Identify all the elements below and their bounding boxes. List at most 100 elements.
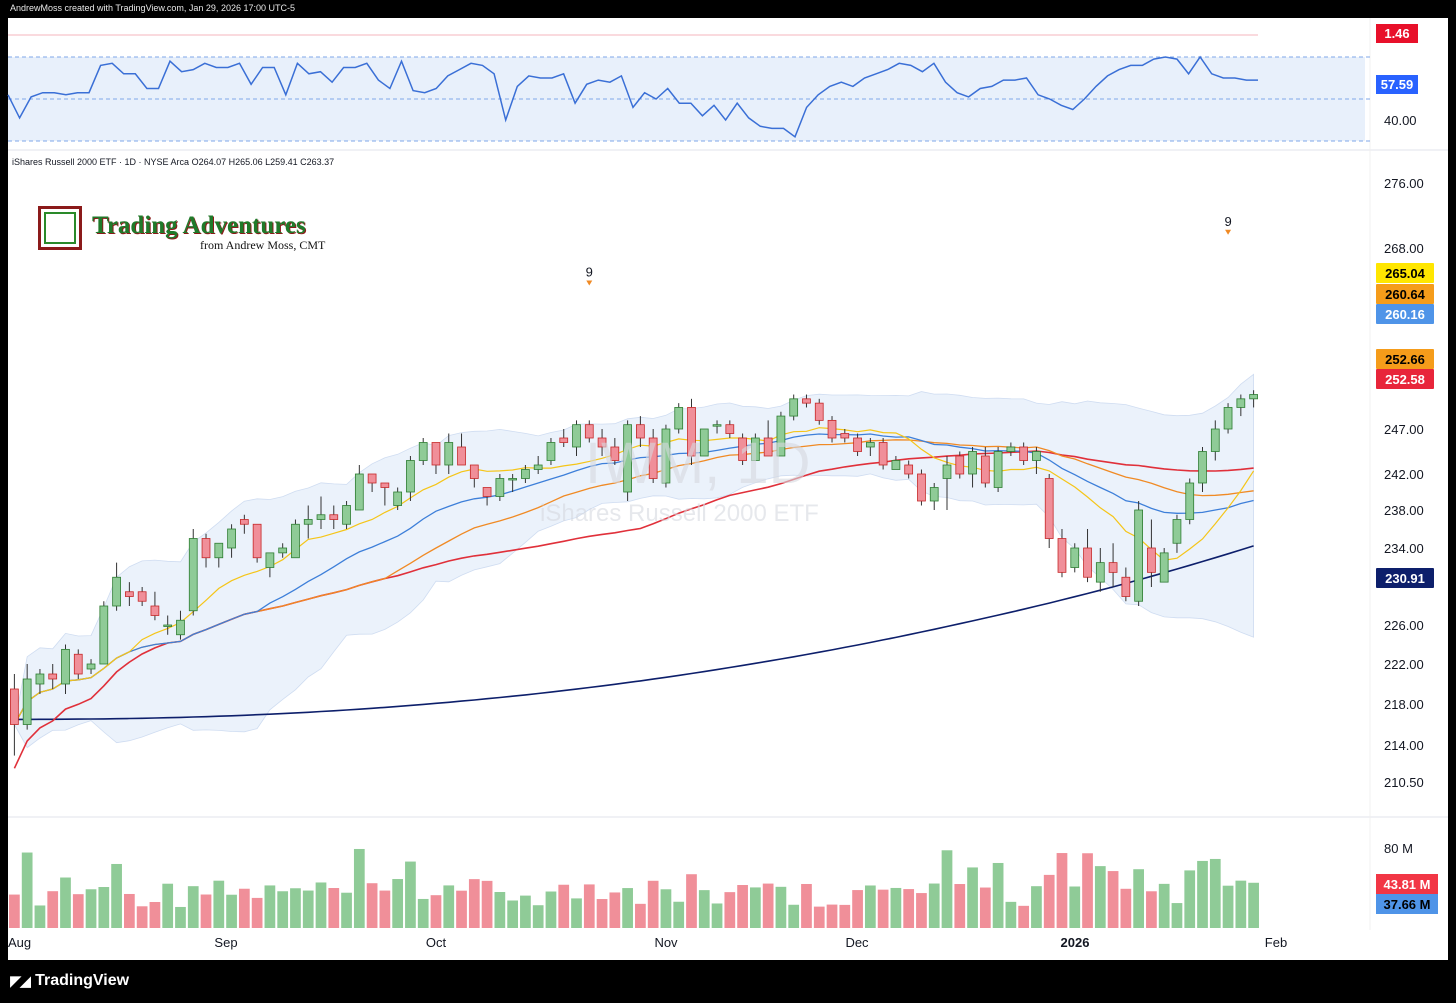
- rsi-value-tag: [1376, 24, 1418, 43]
- volume-bar: [264, 885, 276, 928]
- volume-bar: [34, 905, 46, 928]
- candle-body: [1159, 552, 1169, 583]
- volume-bar: [1005, 901, 1017, 928]
- candle-body: [584, 424, 594, 439]
- candle-body: [61, 648, 70, 685]
- candle-body: [929, 487, 939, 502]
- volume-bar: [136, 906, 148, 928]
- candle-body: [1198, 451, 1207, 484]
- volume-bar: [1158, 883, 1170, 928]
- candle-body: [431, 442, 441, 466]
- volume-bar: [162, 883, 174, 928]
- candle-body: [623, 424, 632, 493]
- chart-canvas[interactable]: 40.00 1.46 57.59 9 9 276.00 268.00 247.00 242.00…: [0, 0, 1456, 960]
- price-tick-label: 268.00: [1384, 241, 1424, 256]
- candle-body: [610, 446, 620, 461]
- volume-value-tag-label: 37.66 M: [1384, 897, 1431, 912]
- time-tick-label: Sep: [214, 935, 237, 950]
- volume-bar: [392, 879, 404, 928]
- volume-bar: [98, 887, 110, 928]
- candle-body: [1147, 547, 1156, 573]
- volume-bar: [226, 894, 237, 928]
- sequential-count-label: 9: [1224, 214, 1231, 229]
- candle-body: [533, 464, 543, 470]
- tradingview-label: TradingView: [35, 972, 130, 989]
- candle-body: [1083, 547, 1092, 578]
- volume-bar: [417, 898, 429, 928]
- volume-bar: [1146, 891, 1157, 928]
- brand-candle-icon: [38, 206, 82, 250]
- candle-body: [214, 542, 224, 559]
- candle-body: [1108, 562, 1118, 573]
- candle-body: [316, 514, 326, 520]
- price-tick-label: 276.00: [1384, 176, 1424, 191]
- volume-bar: [1248, 882, 1259, 928]
- candle-body: [367, 473, 377, 484]
- brand-title: Trading Adventures: [92, 212, 306, 239]
- candle-body: [86, 663, 96, 670]
- volume-bar: [724, 892, 736, 928]
- volume-bar: [1120, 888, 1132, 928]
- candle-body: [482, 487, 492, 497]
- volume-bar: [1209, 858, 1221, 928]
- ma200-line: [14, 545, 1254, 721]
- volume-bar: [315, 882, 327, 928]
- candle-body: [278, 547, 288, 554]
- candle-body: [1134, 509, 1143, 602]
- price-value-tag: [1376, 263, 1434, 283]
- ma20-line: [13, 433, 1254, 725]
- volume-bar: [558, 884, 570, 928]
- price-tick-label: 210.50: [1384, 775, 1424, 790]
- candle-body: [853, 437, 862, 452]
- candle-body: [495, 478, 505, 497]
- price-value-tag-label: 265.04: [1385, 266, 1426, 281]
- volume-bar: [1133, 869, 1144, 928]
- candle-body: [508, 478, 517, 481]
- candle-body: [521, 469, 530, 479]
- volume-bar: [149, 902, 161, 928]
- tradingview-icon: ◤◢: [10, 973, 31, 990]
- candle-body: [942, 464, 952, 479]
- candle-body: [99, 605, 109, 665]
- volume-bar: [532, 905, 544, 928]
- volume-bar: [1197, 860, 1208, 928]
- volume-bar: [686, 874, 697, 928]
- candle-body: [457, 446, 466, 466]
- volume-tick-label: 80 M: [1384, 841, 1413, 856]
- volume-bar: [1043, 874, 1055, 928]
- volume-bar: [992, 862, 1004, 928]
- volume-bar: [928, 883, 940, 928]
- sequential-count-marker: [1225, 229, 1232, 235]
- candle-body: [1032, 451, 1041, 461]
- price-tick-label: 234.00: [1384, 541, 1424, 556]
- candle-body: [125, 591, 134, 597]
- tradingview-logo[interactable]: ◤◢ TradingView: [10, 972, 129, 990]
- volume-bar: [290, 888, 301, 928]
- volume-bar: [596, 899, 608, 928]
- price-tick-label: 247.00: [1384, 422, 1424, 437]
- volume-bar: [762, 883, 774, 928]
- price-value-tag-label: 260.16: [1385, 307, 1425, 322]
- volume-bar: [788, 904, 800, 928]
- volume-bar: [941, 850, 953, 928]
- candle-body: [393, 491, 403, 506]
- rsi-line: [7, 55, 1258, 138]
- candle-body: [968, 451, 977, 475]
- candle-body: [406, 460, 415, 493]
- volume-bar: [443, 885, 455, 928]
- candle-body: [687, 407, 696, 457]
- candle-body: [188, 538, 198, 612]
- candle-body: [1070, 547, 1080, 568]
- candle-body: [1044, 478, 1054, 539]
- candle-body: [150, 605, 160, 616]
- volume-bar: [1235, 880, 1247, 928]
- volume-bar: [341, 892, 352, 928]
- volume-bar: [200, 894, 212, 928]
- volume-bar: [21, 852, 33, 928]
- price-tick-label: 242.00: [1384, 467, 1424, 482]
- volume-bar: [456, 890, 467, 928]
- price-value-tag: [1376, 369, 1434, 389]
- name-watermark: iShares Russell 2000 ETF: [540, 500, 819, 527]
- volume-bar: [60, 877, 71, 928]
- candle-body: [674, 407, 684, 430]
